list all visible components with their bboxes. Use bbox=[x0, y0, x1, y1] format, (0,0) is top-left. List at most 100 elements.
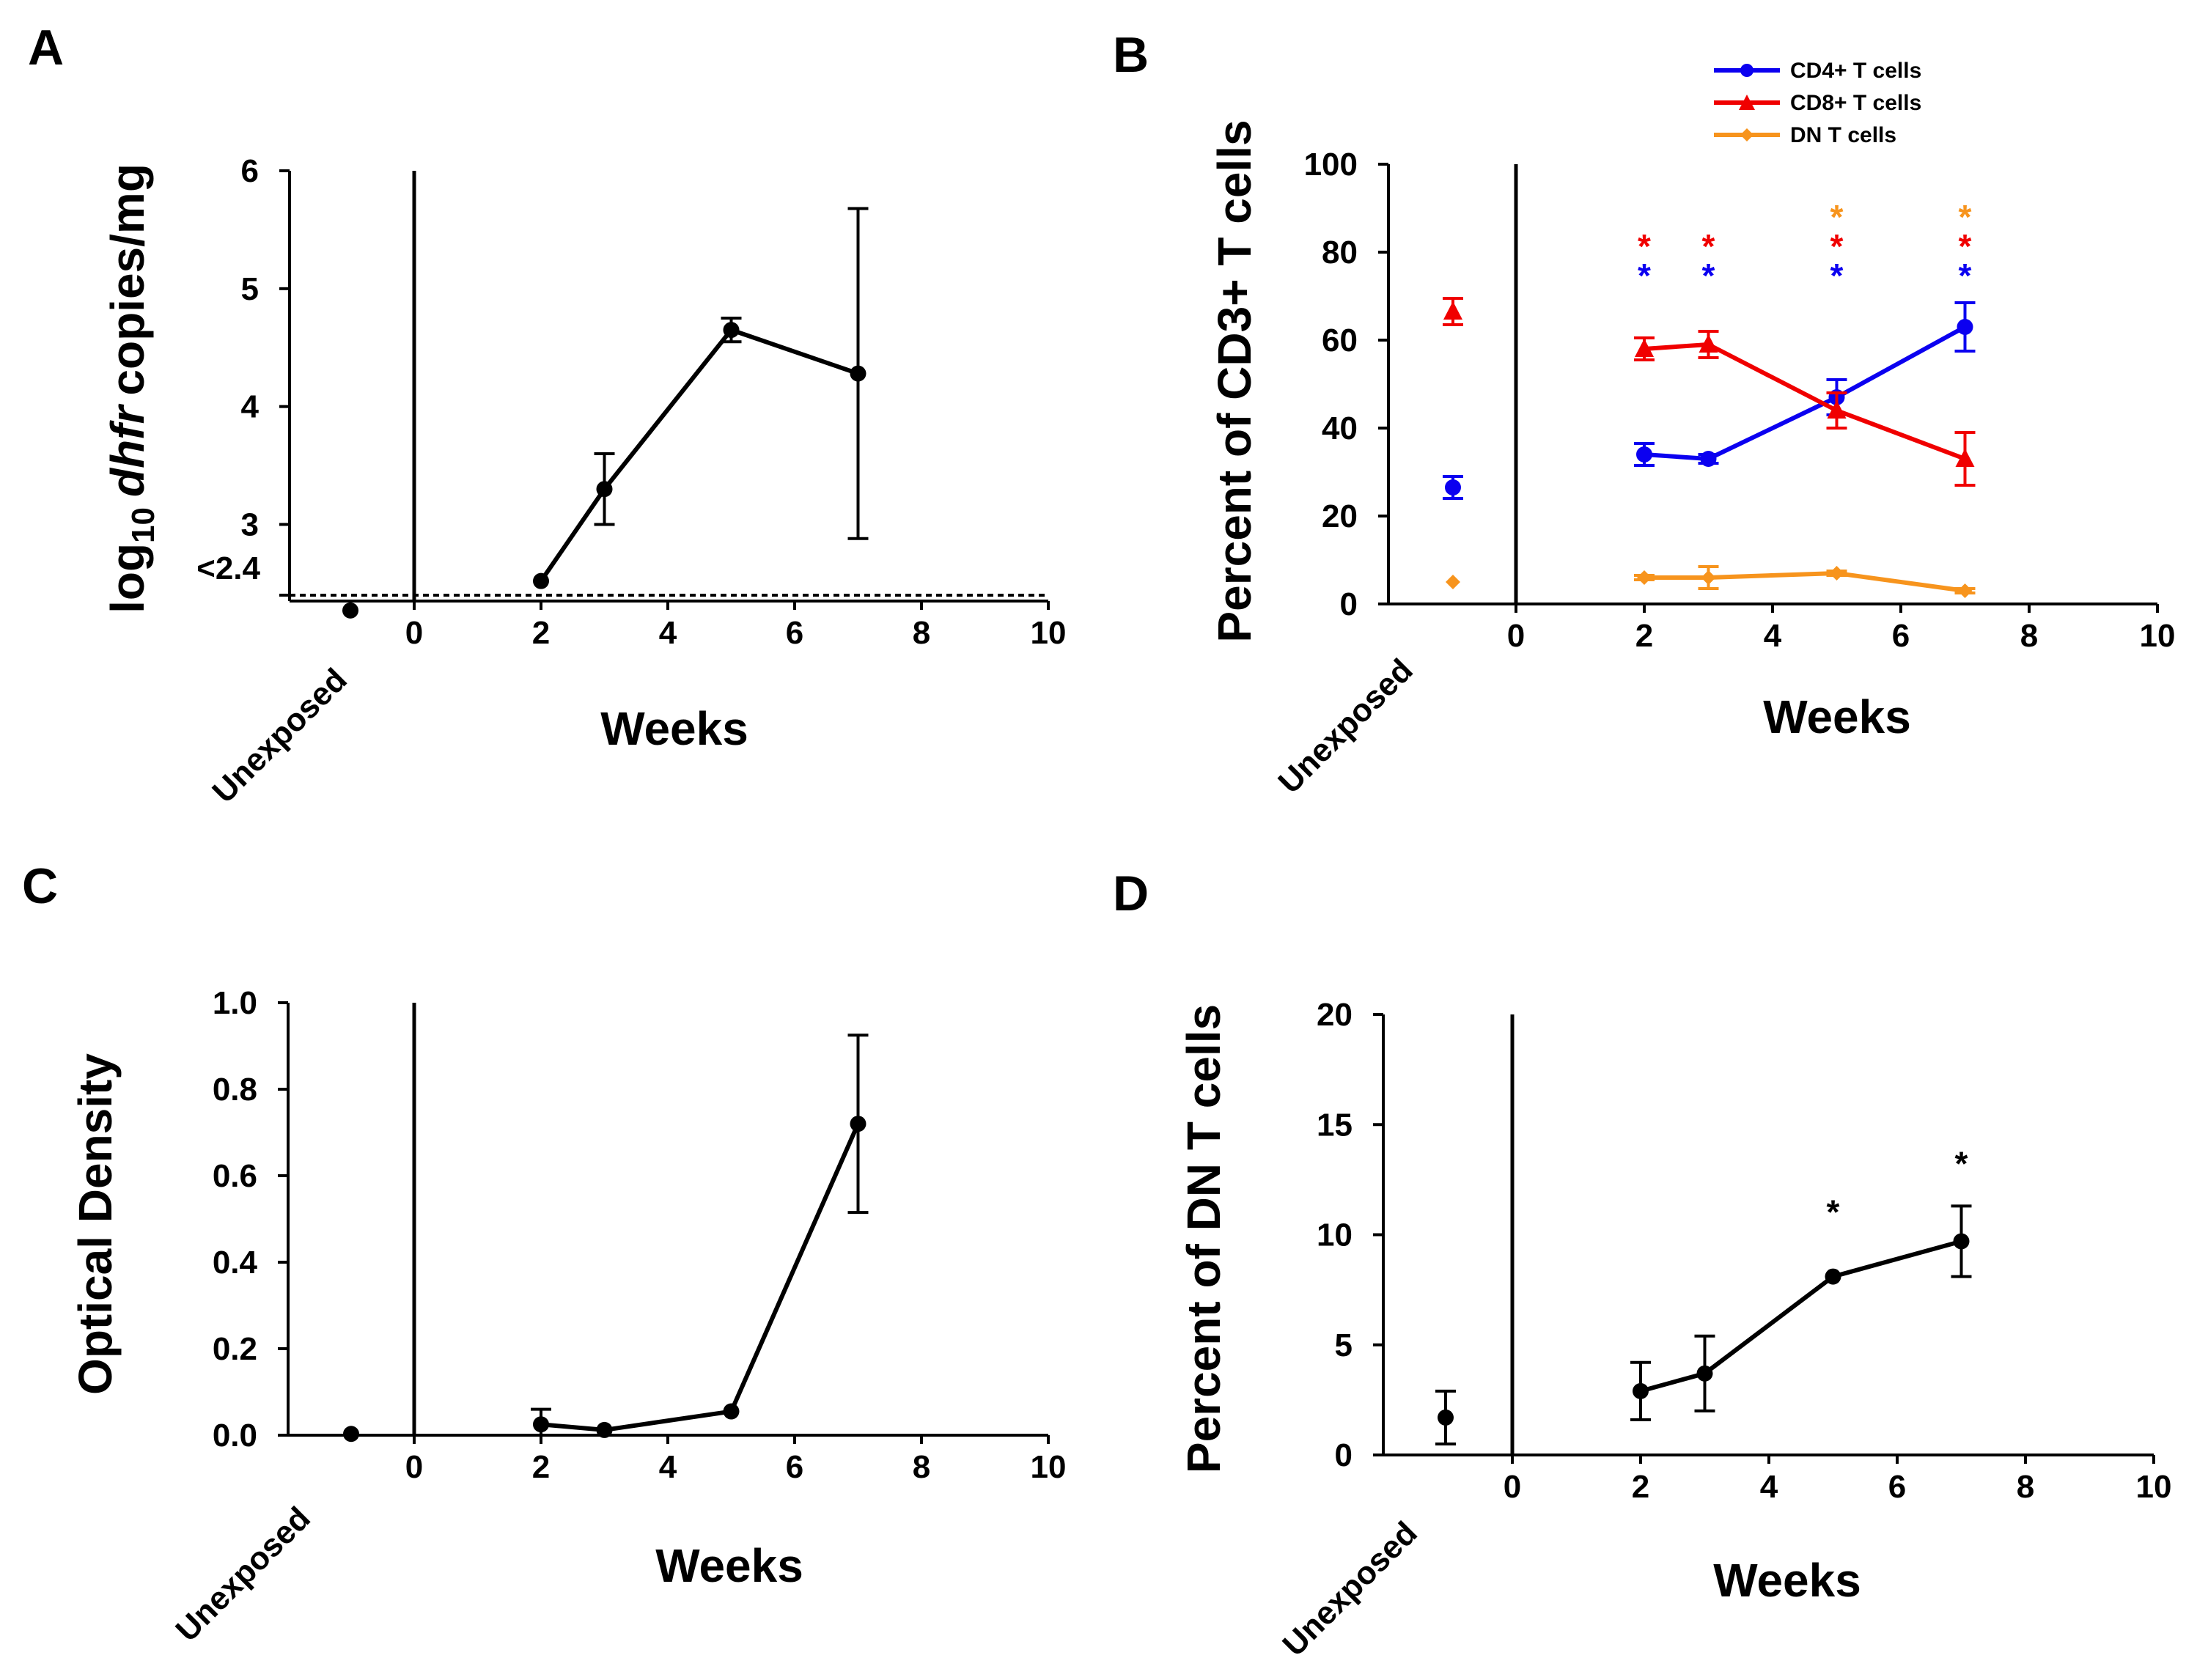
unexposed-point bbox=[1446, 575, 1460, 589]
panel-c-ylabel: Optical Density bbox=[69, 1053, 122, 1395]
series-line bbox=[1644, 571, 1965, 593]
x-tick-label: 6 bbox=[786, 615, 803, 651]
data-point bbox=[1957, 319, 1973, 335]
panel-d-unexposed-label: Unexposed bbox=[1276, 1515, 1424, 1663]
data-point bbox=[1829, 566, 1844, 581]
y-tick-label: 80 bbox=[1322, 235, 1358, 270]
y-tick-label: 0.8 bbox=[213, 1072, 257, 1108]
panel-d-plot: 0 2 4 6 8 10 0 5 10 15 20 * * bbox=[1317, 997, 2171, 1505]
data-point bbox=[1699, 334, 1718, 353]
x-tick-label: 8 bbox=[2017, 1469, 2034, 1505]
panel-c-unexposed-label: Unexposed bbox=[169, 1500, 317, 1648]
x-tick-label: 0 bbox=[405, 615, 423, 651]
x-tick-label: 10 bbox=[2136, 1469, 2172, 1505]
x-tick-label: 2 bbox=[1632, 1469, 1649, 1505]
data-point bbox=[850, 365, 866, 382]
data-point bbox=[1696, 1365, 1713, 1382]
data-point bbox=[1827, 400, 1847, 419]
data-point bbox=[533, 1416, 549, 1433]
unexposed-point bbox=[342, 602, 358, 619]
legend-item-cd8: CD8+ T cells bbox=[1714, 91, 1921, 115]
y-tick-label: 4 bbox=[241, 389, 260, 425]
x-tick-label: 8 bbox=[2020, 618, 2038, 654]
significance-star: * bbox=[1959, 227, 1972, 265]
y-tick-label: 0.2 bbox=[213, 1331, 257, 1367]
x-tick-label: 0 bbox=[405, 1449, 423, 1485]
data-point bbox=[1635, 339, 1654, 357]
x-tick-label: 0 bbox=[1507, 618, 1525, 654]
panel-b-ylabel: Percent of CD3+ T cells bbox=[1208, 119, 1261, 642]
series-line bbox=[1644, 325, 1966, 461]
y-tick-label: 0 bbox=[1335, 1437, 1353, 1473]
legend-label-cd4: CD4+ T cells bbox=[1790, 59, 1921, 83]
significance-star: * bbox=[1827, 1193, 1840, 1231]
data-point bbox=[1700, 451, 1717, 467]
panel-b-unexposed-label: Unexposed bbox=[1271, 652, 1419, 800]
significance-star: * bbox=[1638, 257, 1651, 295]
significance-star: * bbox=[1830, 198, 1844, 236]
panel-b: B Percent of CD3+ T cells Weeks Unexpose… bbox=[1113, 27, 2175, 800]
x-tick-label: 6 bbox=[1892, 618, 1910, 654]
x-tick-label: 8 bbox=[913, 615, 930, 651]
x-tick-label: 4 bbox=[1760, 1469, 1778, 1505]
y-tick-label: 1.0 bbox=[213, 985, 257, 1021]
data-point bbox=[723, 1403, 740, 1420]
panel-c-xlabel: Weeks bbox=[655, 1539, 803, 1592]
x-tick-label: 6 bbox=[1888, 1469, 1906, 1505]
panel-b-xlabel: Weeks bbox=[1763, 690, 1911, 743]
panel-c: C Optical Density Weeks Unexposed 0 2 4 6 8 1… bbox=[22, 858, 1066, 1648]
y-tick-label: 15 bbox=[1317, 1107, 1353, 1143]
x-tick-label: 10 bbox=[2140, 618, 2176, 654]
y-tick-label: 0.6 bbox=[213, 1158, 257, 1194]
unexposed-point bbox=[1445, 479, 1461, 495]
series-line bbox=[539, 328, 859, 583]
significance-star: * bbox=[1959, 257, 1972, 295]
x-tick-label: 2 bbox=[1635, 618, 1653, 654]
x-tick-label: 10 bbox=[1031, 1449, 1067, 1485]
series-line bbox=[540, 1122, 861, 1432]
panel-d-xlabel: Weeks bbox=[1713, 1554, 1861, 1607]
panel-d-letter: D bbox=[1113, 866, 1149, 921]
x-tick-label: 6 bbox=[786, 1449, 803, 1485]
y-tick-label: 40 bbox=[1322, 410, 1358, 446]
panel-b-letter: B bbox=[1113, 27, 1149, 83]
x-tick-label: 4 bbox=[659, 1449, 677, 1485]
data-point bbox=[1636, 446, 1652, 463]
x-tick-label: 10 bbox=[1031, 615, 1067, 651]
panel-a-plot: 0 2 4 6 8 10 3 4 5 6 bbox=[241, 153, 1067, 651]
series-line bbox=[1644, 342, 1966, 461]
panel-d-ylabel: Percent of DN T cells bbox=[1177, 1004, 1230, 1473]
legend-label-dn: DN T cells bbox=[1790, 123, 1896, 147]
unexposed-point bbox=[343, 1426, 359, 1443]
x-tick-label: 4 bbox=[659, 615, 677, 651]
x-tick-label: 2 bbox=[532, 1449, 550, 1485]
significance-star: * bbox=[1959, 198, 1972, 236]
y-tick-label: 100 bbox=[1304, 147, 1358, 183]
panel-c-letter: C bbox=[22, 858, 58, 914]
legend-item-dn: DN T cells bbox=[1714, 123, 1896, 147]
panel-c-plot: 0 2 4 6 8 10 0.0 0.2 0.4 0.6 0.8 1.0 bbox=[213, 985, 1067, 1485]
data-point bbox=[1637, 570, 1652, 585]
y-tick-label: 5 bbox=[241, 271, 259, 307]
x-tick-label: 0 bbox=[1504, 1469, 1521, 1505]
data-point bbox=[596, 1421, 613, 1438]
data-point bbox=[850, 1116, 866, 1132]
legend-label-cd8: CD8+ T cells bbox=[1790, 91, 1921, 115]
panel-a: A log10dhfrcopies/mg Weeks Unexposed <2.… bbox=[28, 20, 1066, 810]
unexposed-point bbox=[1438, 1409, 1454, 1426]
legend-item-cd4: CD4+ T cells bbox=[1714, 59, 1921, 83]
panel-a-unexposed-label: Unexposed bbox=[205, 662, 353, 810]
x-tick-label: 4 bbox=[1764, 618, 1782, 654]
y-tick-label: 60 bbox=[1322, 323, 1358, 358]
panel-a-letter: A bbox=[28, 20, 64, 75]
panel-a-xlabel: Weeks bbox=[600, 702, 748, 755]
data-point bbox=[1633, 1382, 1649, 1399]
significance-star: * bbox=[1830, 257, 1844, 295]
significance-star: * bbox=[1702, 257, 1715, 295]
significance-star: * bbox=[1830, 227, 1844, 265]
y-tick-label: 0.0 bbox=[213, 1418, 257, 1454]
x-tick-label: 8 bbox=[913, 1449, 930, 1485]
significance-star: * bbox=[1638, 227, 1651, 265]
